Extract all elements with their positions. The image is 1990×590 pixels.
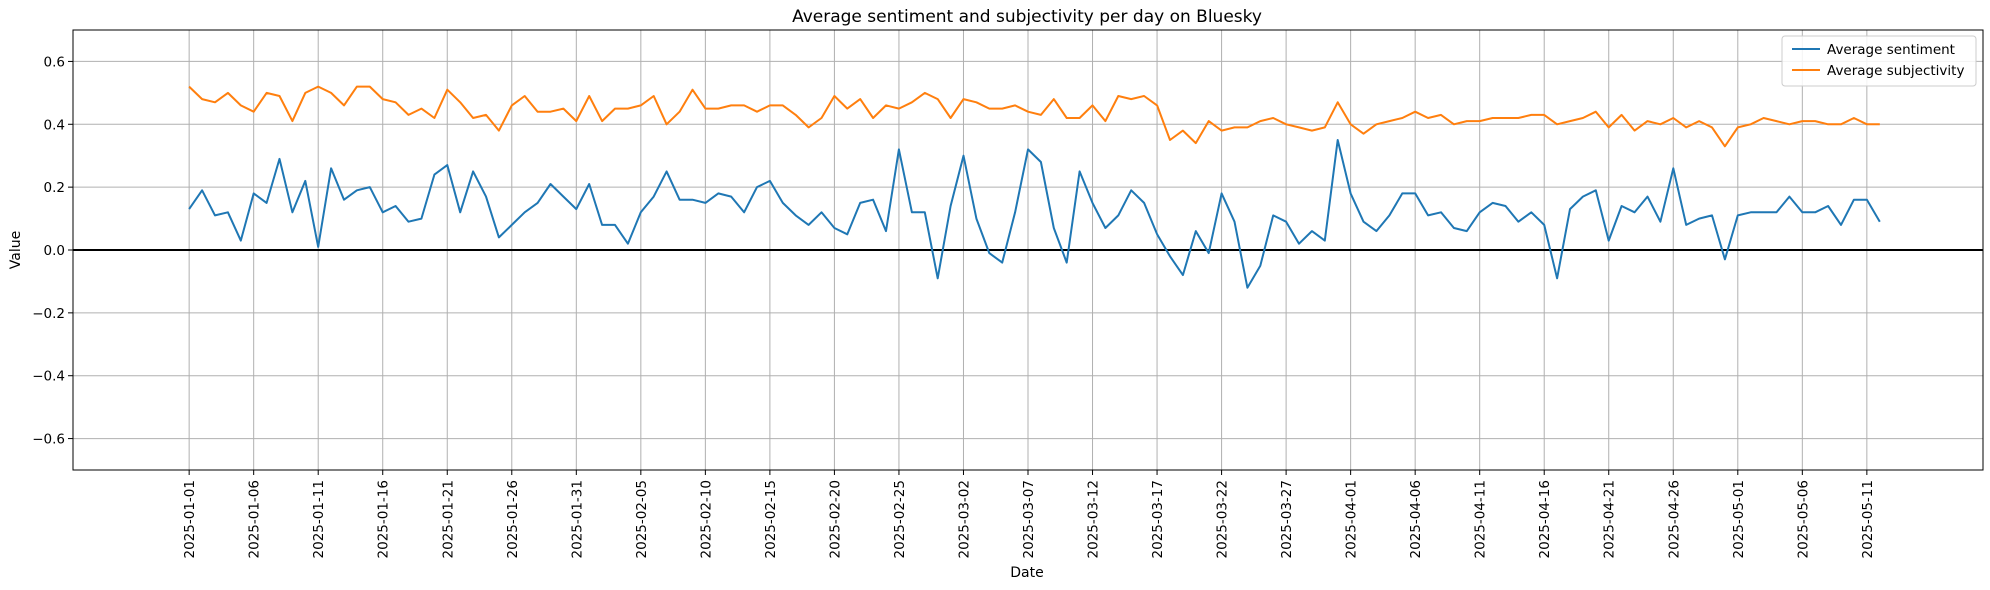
x-tick-label: 2025-01-21: [440, 480, 456, 558]
y-tick-label: −0.2: [32, 306, 65, 322]
x-tick-label: 2025-05-11: [1860, 480, 1876, 558]
x-tick-label: 2025-04-01: [1344, 480, 1360, 558]
x-tick-label: 2025-04-11: [1473, 480, 1489, 558]
legend-box: [1781, 35, 1977, 87]
x-tick-label: 2025-03-22: [1215, 480, 1231, 558]
x-tick-label: 2025-02-05: [634, 480, 650, 558]
legend: Average sentiment Average subjectivity: [1781, 35, 1977, 87]
x-tick-label: 2025-01-11: [311, 480, 327, 558]
series-lines: [188, 85, 1881, 289]
x-tick-label: 2025-05-06: [1795, 480, 1811, 558]
x-tick-label: 2025-01-06: [247, 480, 263, 558]
y-tick-label: 0.0: [44, 243, 65, 259]
y-tick-label: 0.2: [44, 180, 65, 196]
x-tick-label: 2025-04-21: [1602, 480, 1618, 558]
x-tick-label: 2025-03-17: [1150, 480, 1166, 558]
x-axis-label: Date: [1010, 565, 1043, 581]
y-tick-label: −0.6: [32, 432, 65, 448]
x-tick-label: 2025-02-15: [763, 480, 779, 558]
x-tick-label: 2025-04-16: [1537, 480, 1553, 558]
y-tick-label: −0.4: [32, 369, 65, 385]
legend-label-subjectivity: Average subjectivity: [1827, 63, 1964, 79]
x-tick-label: 2025-01-26: [505, 480, 521, 558]
x-tick-label: 2025-02-10: [698, 480, 714, 558]
series-line-subjectivity: [188, 85, 1880, 148]
series-line-sentiment: [188, 139, 1881, 289]
x-tick-label: 2025-02-20: [827, 480, 843, 558]
x-tick-label: 2025-03-07: [1021, 480, 1037, 558]
x-tick-label: 2025-04-26: [1666, 480, 1682, 558]
x-tick-label: 2025-03-27: [1279, 480, 1295, 558]
y-tick-label: 0.4: [44, 117, 65, 133]
x-tick-label: 2025-03-02: [956, 480, 972, 558]
y-axis-ticks: −0.6 −0.4 −0.2 0.0 0.2 0.4 0.6: [32, 54, 73, 448]
x-tick-label: 2025-05-01: [1731, 480, 1747, 558]
x-tick-label: 2025-02-25: [892, 480, 908, 558]
x-tick-label: 2025-01-31: [569, 480, 585, 558]
x-tick-label: 2025-01-16: [376, 480, 392, 558]
x-tick-label: 2025-04-06: [1408, 480, 1424, 558]
x-tick-label: 2025-01-01: [182, 480, 198, 558]
y-axis-label: Value: [8, 231, 24, 269]
x-axis-ticks: 2025-01-01 2025-01-06 2025-01-11 2025-01-16…: [182, 470, 1876, 558]
legend-label-sentiment: Average sentiment: [1827, 42, 1955, 58]
x-tick-label: 2025-03-12: [1086, 480, 1102, 558]
y-tick-label: 0.6: [44, 54, 65, 70]
chart-title: Average sentiment and subjectivity per d…: [792, 7, 1262, 27]
